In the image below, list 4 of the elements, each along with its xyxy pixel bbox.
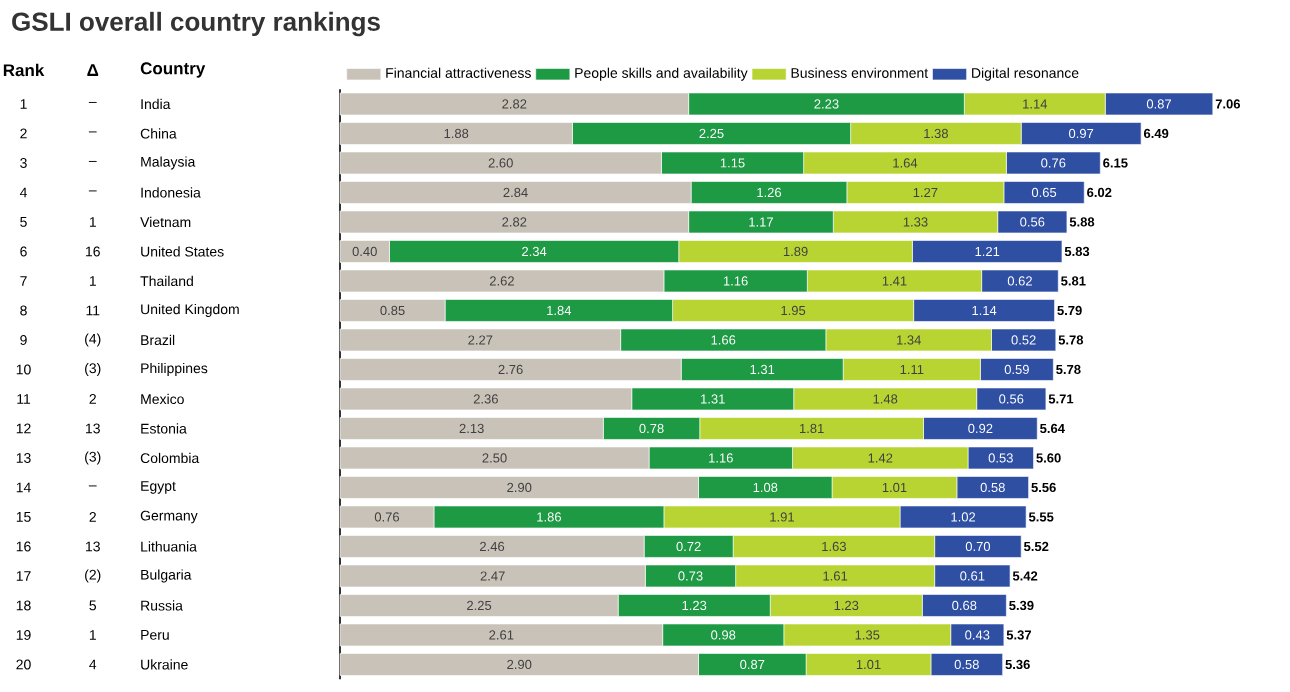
y-axis-title: Country [140, 62, 206, 78]
chart-title: GSLI overall country rankings [12, 11, 380, 37]
text: Rank [3, 63, 45, 77]
text: Δ [87, 64, 99, 76]
